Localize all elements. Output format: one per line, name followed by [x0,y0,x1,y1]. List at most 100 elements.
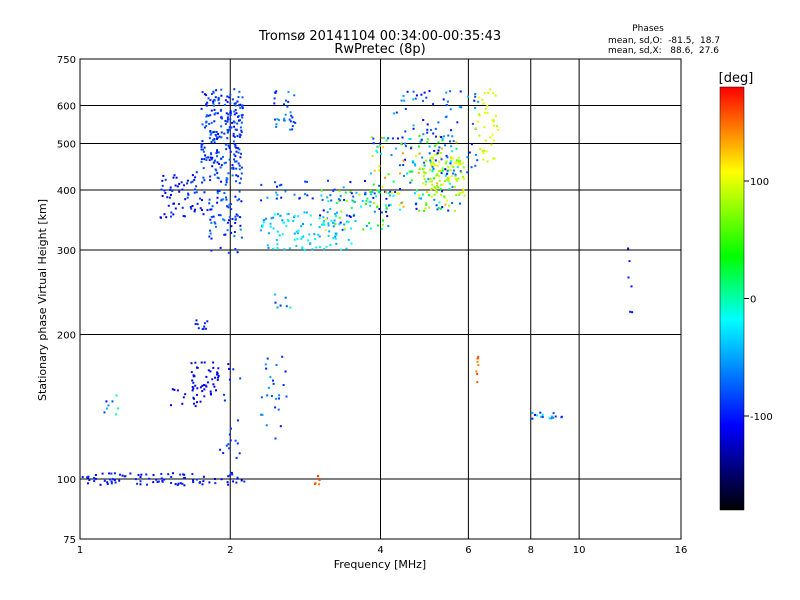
data-point [422,133,425,136]
data-point [194,405,197,408]
data-point [106,482,109,485]
data-point [437,121,440,124]
colorbar-tick-label: -100 [750,412,773,423]
data-point [236,477,239,480]
data-point [401,201,404,204]
data-point [88,479,91,481]
data-point [94,477,97,480]
data-point [286,219,289,221]
data-point [398,164,401,167]
data-point [176,185,179,188]
data-point [169,188,172,191]
data-point [191,379,194,382]
data-point [275,397,278,400]
data-point [266,196,269,199]
data-point [234,218,237,221]
data-point [387,225,390,228]
data-point [207,114,210,117]
data-point [236,199,239,202]
data-point [287,213,290,215]
data-point [276,243,279,246]
data-point [369,227,372,230]
data-point [226,221,229,224]
data-point [222,155,224,158]
data-point [210,216,213,218]
data-point [134,478,137,481]
data-point [431,156,434,159]
data-point [364,203,367,205]
data-point [212,366,215,369]
data-point [209,156,212,159]
data-point [203,146,206,149]
data-point [394,147,397,150]
data-point [234,155,237,158]
data-point [426,141,429,144]
data-point [432,167,435,170]
data-point [226,177,229,180]
data-point [201,181,204,184]
data-point [204,126,206,129]
data-point [241,96,244,99]
data-point [217,96,220,99]
data-point [220,180,222,183]
data-point [293,193,296,196]
data-point [212,383,215,386]
data-point [424,183,427,186]
data-point [81,476,84,478]
data-point [211,139,214,142]
data-point [166,196,169,199]
data-point [476,360,479,363]
data-point [195,393,198,396]
data-point [220,116,222,119]
data-point [139,480,142,483]
data-points [81,88,634,487]
data-point [431,180,433,183]
data-point [448,187,451,190]
colorbar-tick-label: 0 [750,295,756,306]
data-point [466,156,469,159]
data-point [267,386,270,389]
data-point [238,182,241,185]
data-point [372,196,375,199]
data-point [364,180,366,182]
data-point [177,203,180,205]
data-point [347,238,350,241]
data-point [214,112,217,115]
data-point [536,414,539,417]
data-point [223,192,226,195]
data-point [204,384,207,387]
data-point [435,191,438,194]
data-point [440,158,443,161]
data-point [302,223,304,225]
data-point [235,180,238,183]
data-point [173,202,175,205]
data-point [446,104,449,106]
data-point [182,215,185,217]
data-point [209,392,212,395]
data-point [325,245,328,248]
data-point [189,206,192,208]
data-point [240,236,243,239]
data-point [215,131,218,133]
data-point [414,164,417,167]
data-point [430,195,433,198]
data-point [178,182,181,185]
data-point [193,397,195,400]
data-point [213,99,216,102]
data-point [201,140,204,142]
data-point [264,363,267,366]
data-point [240,166,243,169]
data-point [227,363,230,366]
data-point [211,156,214,159]
data-point [433,177,436,180]
data-point [273,102,276,105]
data-point [470,143,473,146]
data-point [240,479,243,482]
data-point [227,206,230,209]
data-point [326,196,329,199]
data-point [101,472,104,475]
data-point [403,99,406,102]
data-point [541,413,544,416]
data-point [218,190,221,192]
data-point [459,159,461,162]
